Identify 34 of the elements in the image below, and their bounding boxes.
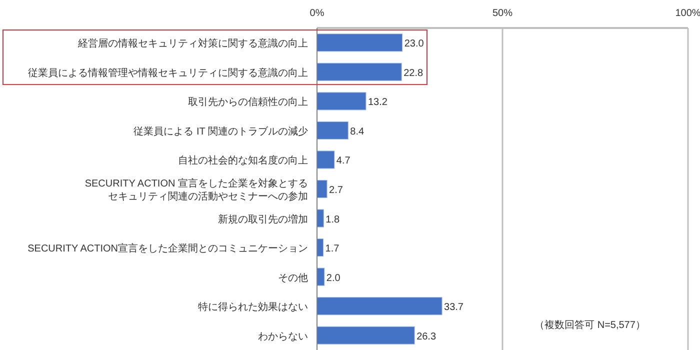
y-tick-label: 新規の取引先の増加: [218, 213, 308, 226]
y-tick-label: 経営層の情報セキュリティ対策に関する意識の向上: [77, 38, 308, 50]
bar: [316, 62, 402, 81]
y-tick-label: 従業員による IT 関連のトラブルの減少: [134, 125, 308, 138]
data-label: 2.7: [329, 185, 344, 196]
bar: [316, 297, 442, 316]
data-label: 4.7: [336, 156, 351, 167]
annotation: （複数回答可 N=5,577）: [534, 319, 646, 331]
data-label: 8.4: [350, 126, 365, 138]
data-label: 22.8: [404, 68, 424, 79]
y-tick-label: 自社の社会的な知名度の向上: [178, 154, 308, 167]
bar: [316, 180, 328, 198]
x-tick-label: 0%: [310, 8, 324, 19]
bar: [316, 150, 335, 169]
data-label: 33.7: [444, 302, 464, 314]
y-tick-label: SECURITY ACTION 宣言をした企業を対象とするセキュリティ関連の活動やセミナーへの参加: [84, 178, 308, 202]
bar: [316, 209, 324, 228]
bar: [316, 326, 415, 344]
bar: [316, 92, 366, 110]
y-tick-label: SECURITY ACTION宣言をした企業間とのコミュニケーション: [28, 242, 308, 255]
data-label: 1.7: [325, 244, 340, 255]
y-tick-label: わからない: [258, 331, 308, 342]
y-tick-label: その他: [278, 272, 308, 284]
data-label: 26.3: [416, 331, 436, 342]
y-tick-label: 取引先からの信頼性の向上: [188, 96, 308, 108]
bar: [316, 34, 403, 52]
bar: [316, 121, 348, 140]
data-label: 2.0: [326, 272, 341, 284]
y-tick-label: 従業員による情報管理や情報セキュリティに関する意識の向上: [28, 66, 308, 79]
data-label: 23.0: [404, 38, 424, 50]
data-label: 1.8: [326, 214, 340, 226]
x-tick-label: 50%: [492, 8, 513, 19]
y-tick-label: 特に得られた効果はない: [198, 301, 308, 314]
data-label: 13.2: [368, 97, 388, 108]
